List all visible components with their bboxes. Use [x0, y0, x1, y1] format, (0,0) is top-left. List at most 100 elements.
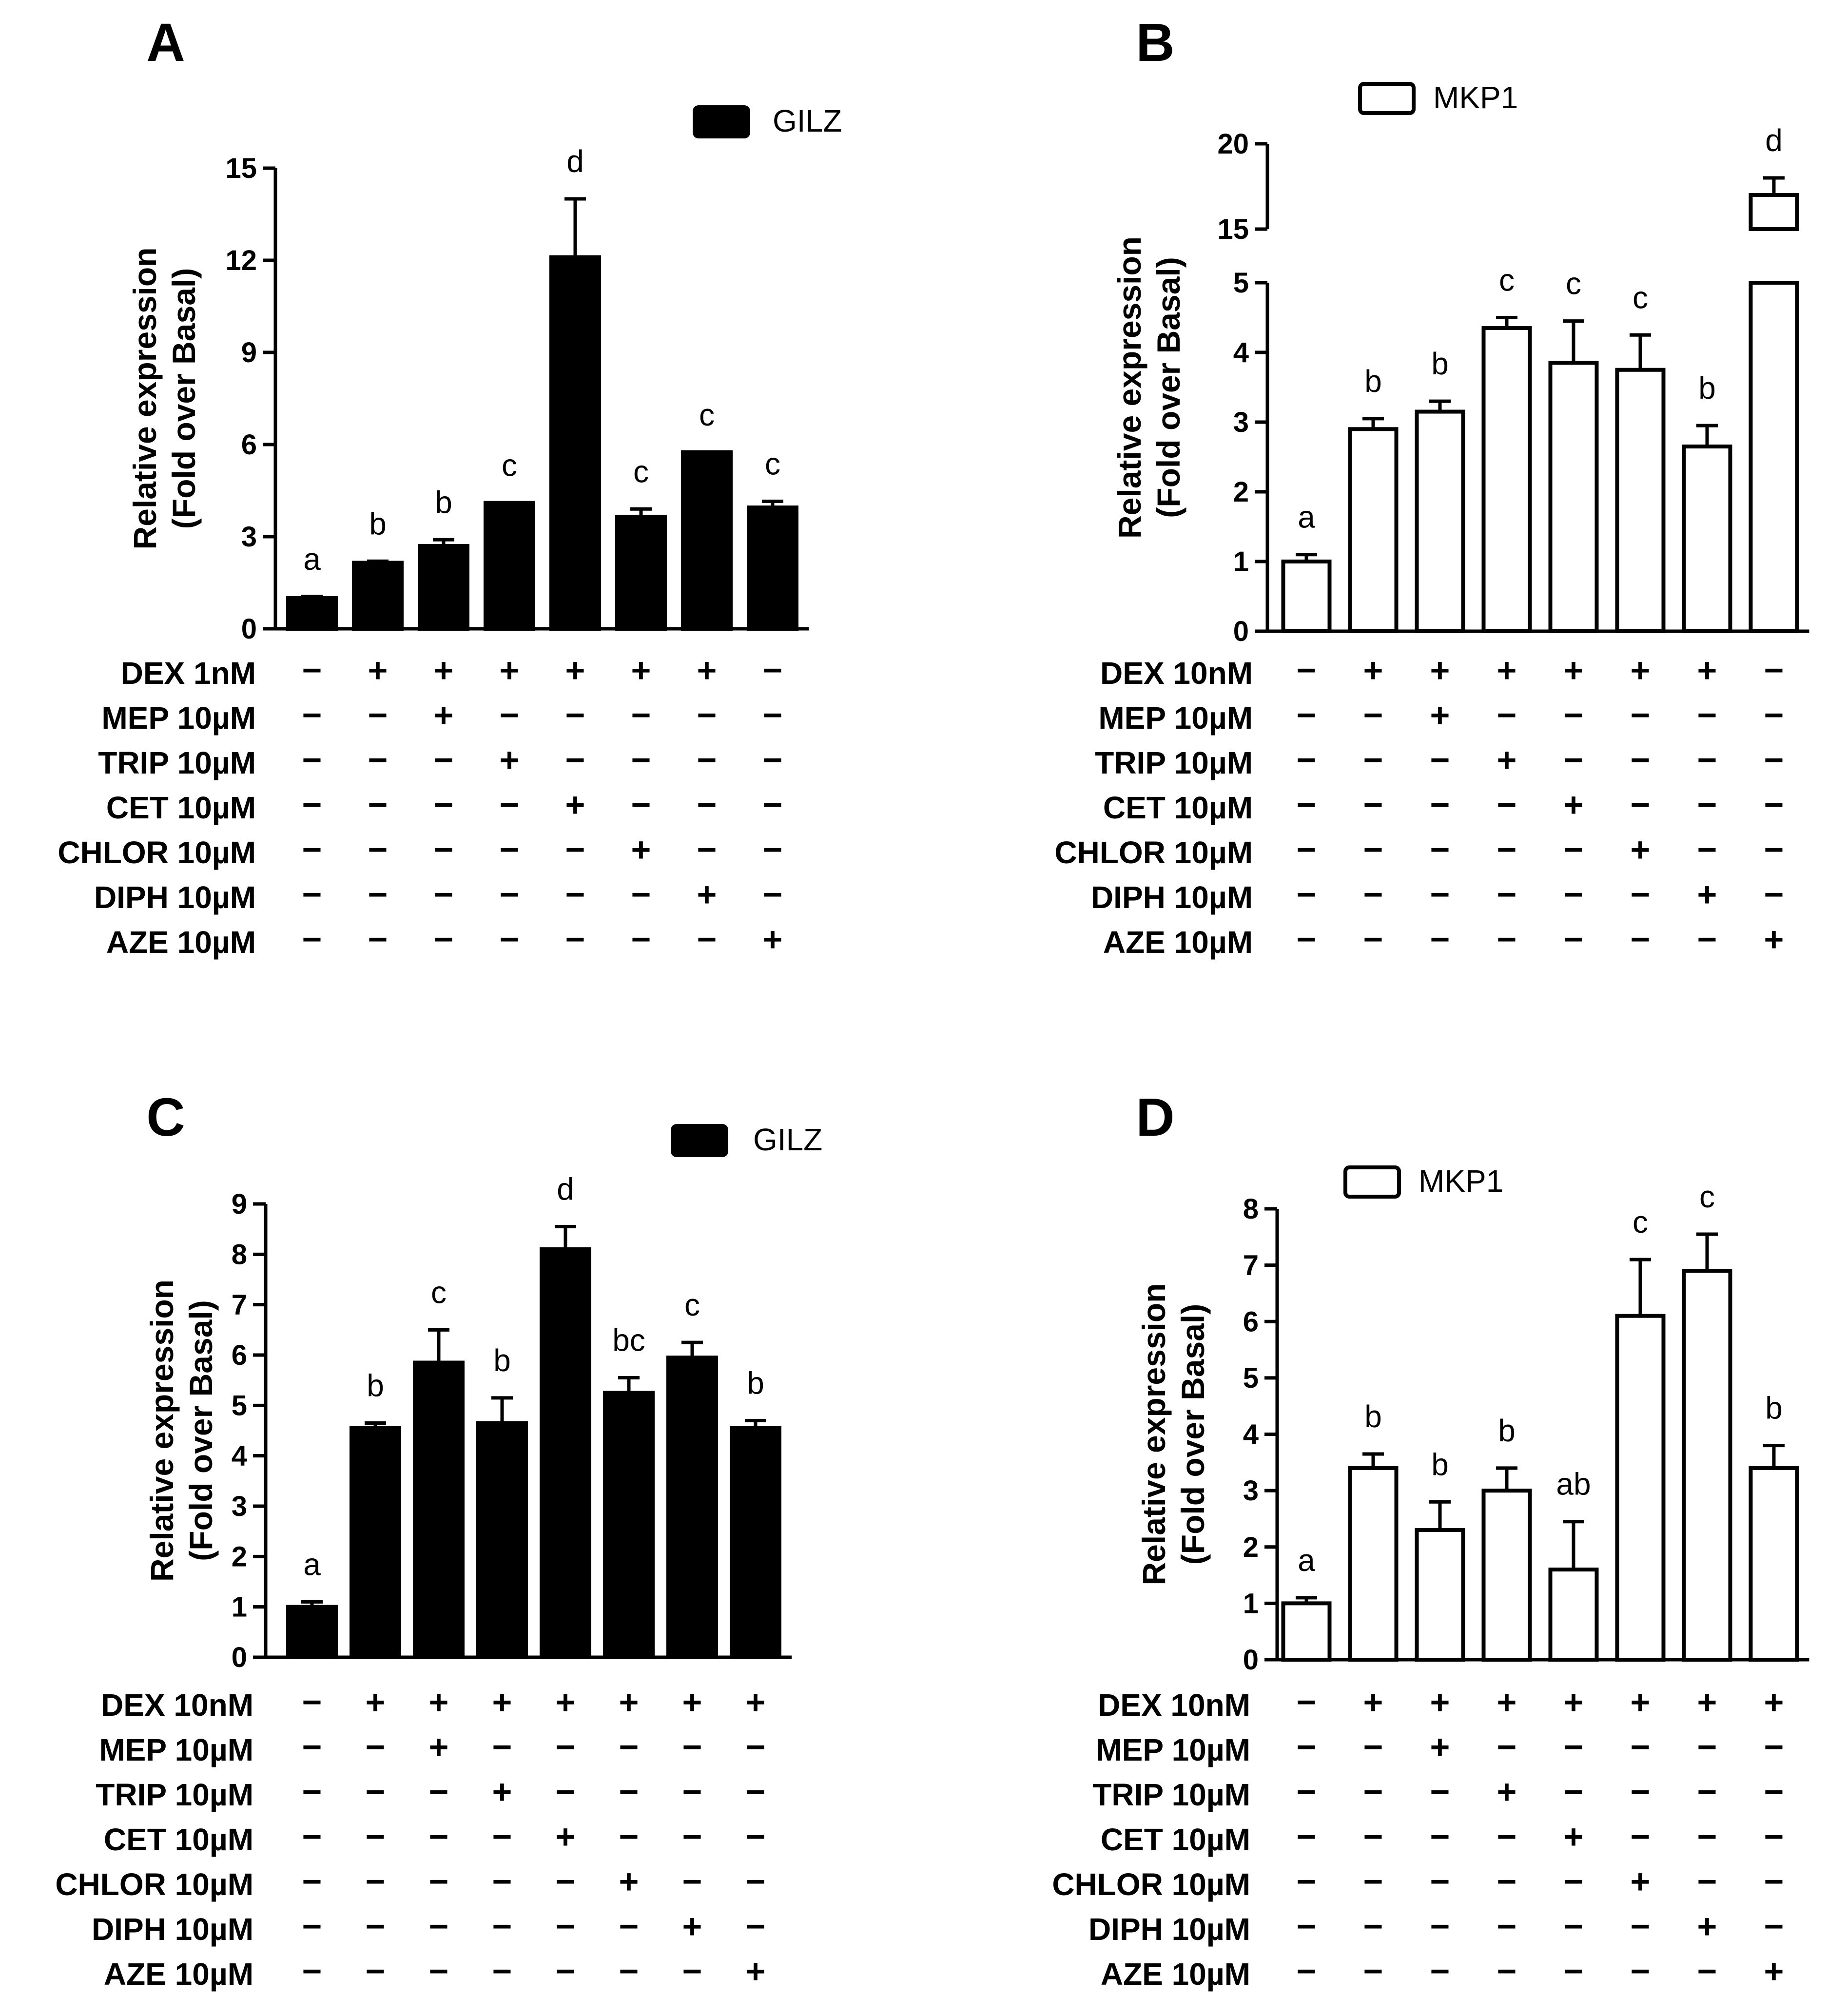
- condition-sign: −: [302, 1907, 322, 1945]
- legend-swatch: [1343, 1165, 1401, 1199]
- significance-letter: b: [1498, 1413, 1516, 1448]
- condition-sign: −: [500, 875, 520, 913]
- y-tick-label: 4: [232, 1440, 247, 1472]
- condition-sign: +: [368, 651, 388, 689]
- condition-sign: −: [556, 1907, 576, 1945]
- significance-letter: b: [435, 485, 452, 520]
- condition-sign: −: [434, 920, 454, 958]
- y-tick-label: 6: [1243, 1306, 1259, 1338]
- bar: [350, 1426, 401, 1659]
- condition-sign: −: [1764, 696, 1784, 734]
- condition-label: TRIP 10µM: [98, 745, 256, 780]
- condition-sign: −: [1697, 831, 1717, 869]
- condition-sign: −: [1363, 741, 1383, 779]
- y-tick-label: 0: [1243, 1644, 1259, 1676]
- condition-sign: +: [1497, 651, 1517, 689]
- condition-sign: −: [1363, 1862, 1383, 1900]
- significance-letter: b: [1765, 1391, 1783, 1426]
- condition-sign: −: [1631, 1818, 1651, 1856]
- y-tick-label: 9: [241, 337, 257, 368]
- y-tick-label: 3: [241, 521, 257, 553]
- condition-sign: +: [682, 1683, 702, 1721]
- condition-sign: −: [1764, 651, 1784, 689]
- y-axis-title-line: (Fold over Basal): [1175, 1304, 1211, 1565]
- condition-sign: −: [697, 920, 717, 958]
- y-tick-label: 5: [232, 1390, 247, 1421]
- condition-sign: −: [492, 1818, 512, 1856]
- condition-sign: +: [1697, 1683, 1717, 1721]
- legend-swatch: [693, 105, 750, 138]
- condition-sign: −: [302, 651, 322, 689]
- bar: [286, 1605, 338, 1660]
- condition-sign: +: [1430, 1683, 1450, 1721]
- condition-sign: +: [1697, 875, 1717, 913]
- condition-sign: −: [1297, 741, 1317, 779]
- condition-sign: −: [556, 1952, 576, 1990]
- condition-sign: −: [619, 1818, 639, 1856]
- condition-sign: −: [302, 1952, 322, 1990]
- condition-sign: −: [763, 651, 783, 689]
- condition-sign: +: [1497, 741, 1517, 779]
- condition-sign: +: [682, 1907, 702, 1945]
- y-axis-title-line: (Fold over Basal): [1150, 257, 1186, 518]
- condition-sign: −: [1297, 651, 1317, 689]
- condition-sign: −: [1430, 831, 1450, 869]
- condition-sign: +: [500, 651, 520, 689]
- condition-label: AZE 10µM: [106, 925, 256, 960]
- condition-sign: −: [1497, 786, 1517, 824]
- condition-sign: −: [302, 741, 322, 779]
- condition-sign: −: [429, 1818, 449, 1856]
- condition-sign: +: [366, 1683, 386, 1721]
- bar: [413, 1360, 465, 1659]
- significance-letter: b: [1431, 346, 1449, 381]
- condition-sign: −: [368, 696, 388, 734]
- panel-label: B: [1136, 13, 1174, 73]
- y-axis-title: Relative expression(Fold over Basal): [144, 1279, 219, 1582]
- significance-letter: b: [1364, 364, 1382, 399]
- significance-letter: a: [303, 542, 321, 577]
- condition-sign: −: [1297, 920, 1317, 958]
- condition-sign: +: [492, 1683, 512, 1721]
- condition-sign: −: [1697, 1728, 1717, 1766]
- condition-sign: +: [492, 1773, 512, 1811]
- condition-sign: −: [500, 831, 520, 869]
- y-axis-title-line: (Fold over Basal): [183, 1300, 219, 1561]
- condition-sign: −: [682, 1862, 702, 1900]
- condition-sign: +: [746, 1683, 766, 1721]
- condition-sign: −: [1497, 1907, 1517, 1945]
- condition-sign: −: [556, 1773, 576, 1811]
- condition-label: CET 10µM: [1103, 790, 1253, 825]
- condition-sign: −: [1631, 786, 1651, 824]
- condition-sign: −: [302, 920, 322, 958]
- y-axis-title-line: Relative expression: [1136, 1283, 1172, 1586]
- condition-label: TRIP 10µM: [96, 1777, 253, 1812]
- condition-sign: −: [302, 1683, 322, 1721]
- y-axis-title-line: Relative expression: [127, 248, 163, 550]
- condition-sign: −: [368, 875, 388, 913]
- condition-sign: −: [1697, 1952, 1717, 1990]
- condition-sign: +: [429, 1728, 449, 1766]
- significance-letter: b: [493, 1343, 511, 1378]
- axis-break-gap: [1748, 231, 1800, 281]
- bar: [1348, 1466, 1399, 1662]
- condition-label: DEX 10nM: [1098, 1687, 1250, 1723]
- condition-sign: −: [1564, 1907, 1584, 1945]
- condition-sign: −: [1363, 786, 1383, 824]
- significance-letter: a: [303, 1547, 321, 1582]
- bar: [286, 596, 338, 631]
- condition-sign: +: [1430, 651, 1450, 689]
- y-tick-label: 0: [1233, 616, 1249, 647]
- condition-sign: +: [1697, 1907, 1717, 1945]
- condition-sign: −: [500, 696, 520, 734]
- condition-label: DIPH 10µM: [94, 880, 256, 915]
- condition-sign: −: [619, 1773, 639, 1811]
- significance-letter: c: [502, 448, 517, 483]
- condition-sign: −: [366, 1728, 386, 1766]
- condition-sign: −: [1564, 741, 1584, 779]
- y-tick-label: 0: [241, 613, 257, 645]
- panel-a: A 0 3 6 9 12 15 Relative expression(Fold over B…: [58, 13, 842, 960]
- y-axis-title: Relative expression(Fold over Basal): [127, 248, 202, 550]
- condition-sign: −: [1363, 831, 1383, 869]
- condition-label: DEX 1nM: [121, 656, 256, 691]
- condition-label: CET 10µM: [104, 1822, 253, 1857]
